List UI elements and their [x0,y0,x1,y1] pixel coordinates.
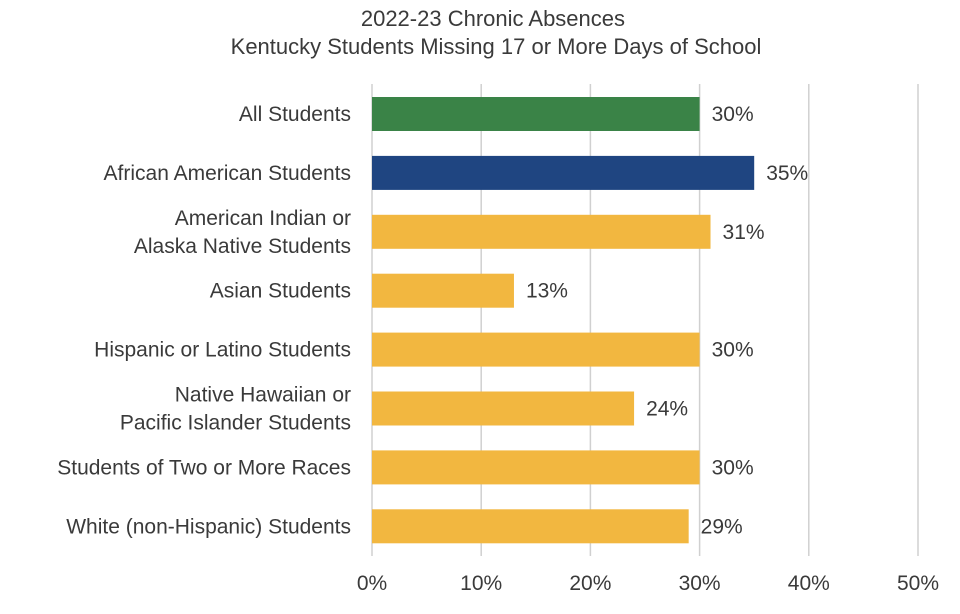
x-tick-label: 0% [357,572,387,595]
x-tick-label: 20% [569,572,611,595]
category-labels: All Students African American Students Ame… [57,103,351,538]
bar [372,97,700,131]
chart-title-line-2: Kentucky Students Missing 17 or More Day… [231,34,762,59]
data-label: 35% [766,162,808,185]
category-label: Students of Two or More Races [57,456,351,479]
bar [372,509,689,544]
bar [372,214,711,249]
data-label: 30% [712,339,754,362]
category-label-line: Hispanic or Latino Students [94,339,351,362]
category-label-line: Alaska Native Students [134,235,351,258]
chart-title-line-1: 2022-23 Chronic Absences [361,6,625,31]
category-label: Asian Students [210,280,351,303]
category-label: African American Students [104,162,351,185]
category-label: Native Hawaiian or Pacific Islander Stude… [120,384,351,435]
category-label: American Indian or Alaska Native Students [134,207,351,258]
x-tick-label: 40% [788,572,830,595]
x-tick-label: 10% [460,572,502,595]
category-label: White (non-Hispanic) Students [66,515,351,538]
x-axis-ticks: 0% 10% 20% 30% 40% 50% [357,572,939,595]
bar [372,273,514,308]
data-label: 31% [723,221,765,244]
data-label: 30% [712,456,754,479]
data-labels: 30% 35% 31% 13% 30% 24% 30% 29% [526,103,808,538]
category-label-line: African American Students [104,162,351,185]
gridlines [371,84,919,556]
category-label-line: Native Hawaiian or [175,384,351,407]
bar [372,450,700,485]
category-label-line: Pacific Islander Students [120,412,351,435]
category-label-line: All Students [239,103,351,126]
data-label: 30% [712,103,754,126]
category-label: All Students [239,103,351,126]
category-label-line: Asian Students [210,280,351,303]
bar [372,155,755,190]
data-label: 29% [701,515,743,538]
category-label-line: American Indian or [175,207,351,230]
chart-title: 2022-23 Chronic Absences Kentucky Studen… [231,6,762,59]
category-label-line: Students of Two or More Races [57,456,351,479]
data-label: 24% [646,398,688,421]
x-tick-label: 30% [679,572,721,595]
data-label: 13% [526,280,568,303]
category-label-line: White (non-Hispanic) Students [66,515,351,538]
bars [372,97,755,544]
category-label: Hispanic or Latino Students [94,339,351,362]
bar [372,332,700,367]
bar [372,391,635,426]
x-tick-label: 50% [897,572,939,595]
